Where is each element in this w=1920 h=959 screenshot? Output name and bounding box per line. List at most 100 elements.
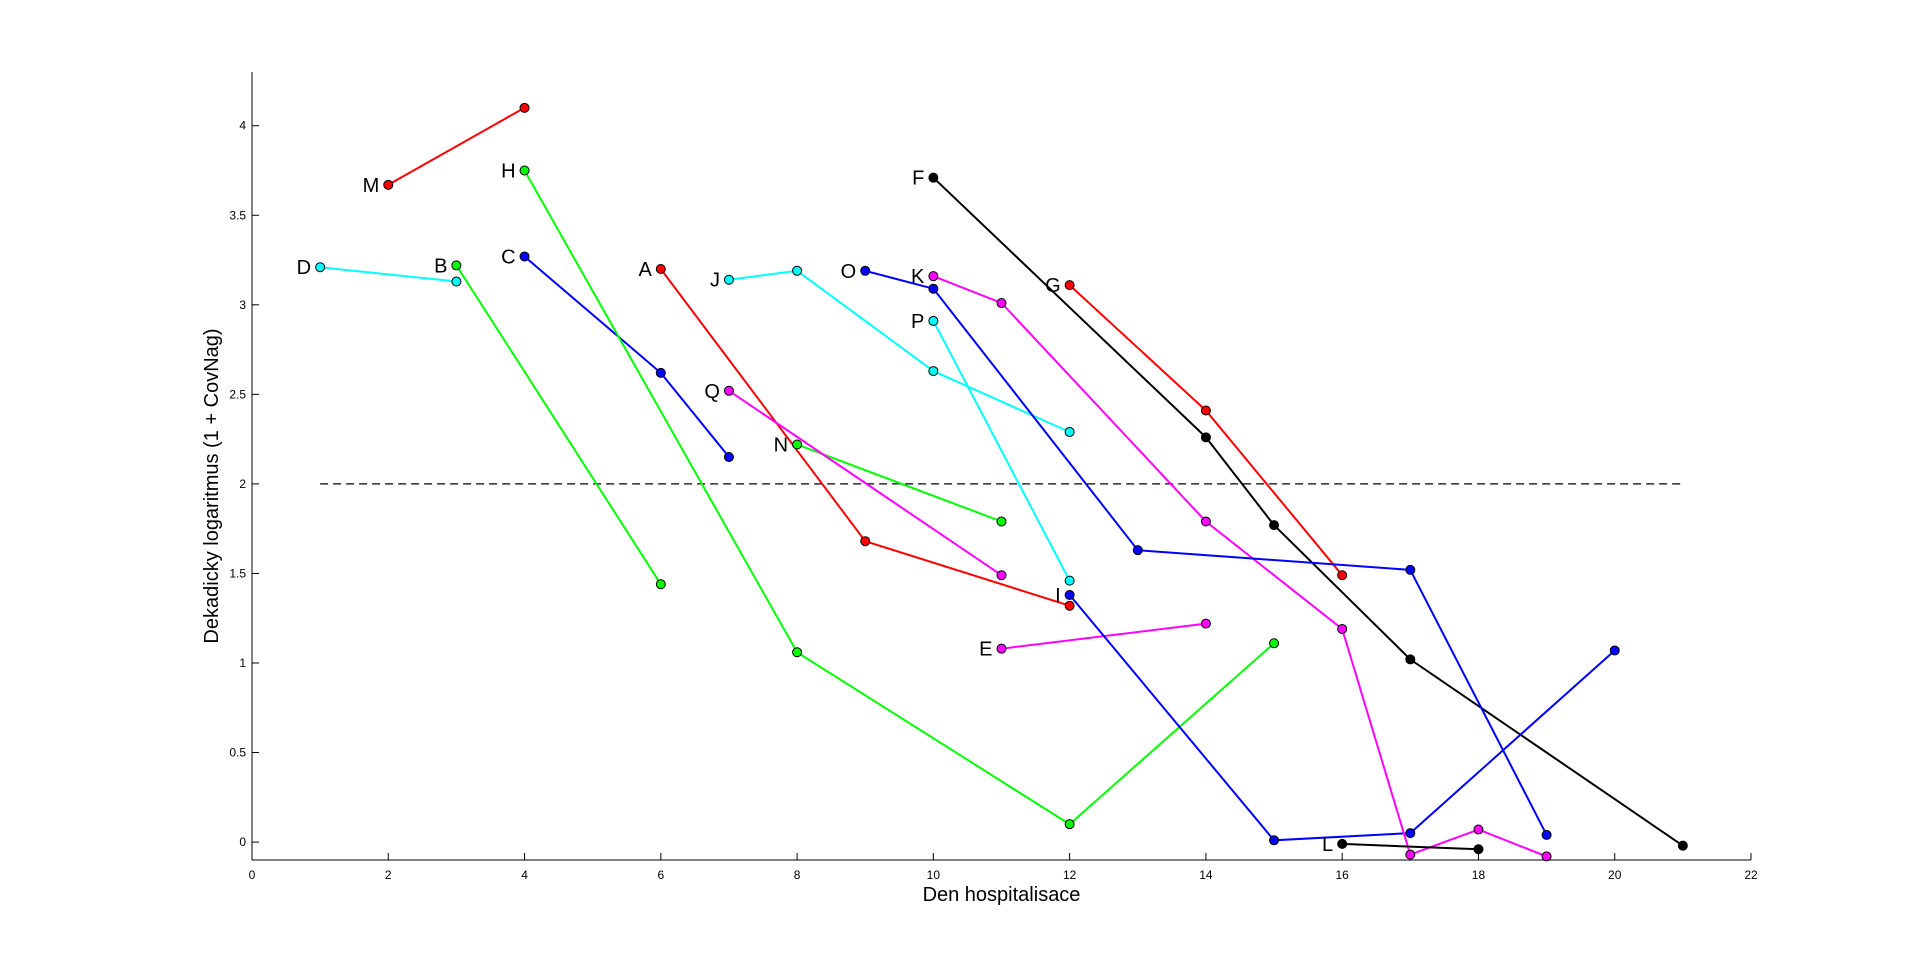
data-point xyxy=(1064,600,1075,611)
data-point xyxy=(315,262,326,273)
data-point xyxy=(1200,405,1211,416)
x-tick-label: 12 xyxy=(1063,868,1077,882)
series-c: C xyxy=(501,246,734,463)
series-line xyxy=(523,170,1275,826)
data-point xyxy=(1132,545,1143,556)
data-point xyxy=(792,265,803,276)
data-point xyxy=(928,283,939,294)
axes: 0 2 4 6 8 10 12 14 16 18 20 22 0 0.5 1 1.5 2 2.5 3 3.5 4 xyxy=(229,72,1758,882)
series-label: O xyxy=(841,261,857,283)
data-point xyxy=(1200,516,1211,527)
data-point xyxy=(1337,623,1348,634)
series-line xyxy=(1342,842,1479,851)
series-label: F xyxy=(912,168,924,190)
data-point xyxy=(996,516,1007,527)
x-axis-title: Den hospitalisace xyxy=(923,884,1081,906)
x-tick-label: 6 xyxy=(657,868,664,882)
x-tick-label: 4 xyxy=(521,868,528,882)
series-label: C xyxy=(501,246,515,268)
y-tick-label: 3.5 xyxy=(229,208,246,222)
data-point xyxy=(1269,520,1280,531)
x-tick-label: 8 xyxy=(794,868,801,882)
series-o: O xyxy=(841,261,1552,840)
data-point xyxy=(723,274,734,285)
data-point xyxy=(1200,618,1211,629)
series-f: F xyxy=(912,168,1688,851)
x-tick-label: 2 xyxy=(385,868,392,882)
series-m: M xyxy=(363,102,530,197)
y-tick-label: 1 xyxy=(239,656,246,670)
series-line xyxy=(796,443,1002,523)
data-point xyxy=(655,264,666,274)
series-label: E xyxy=(979,639,992,661)
series-label: H xyxy=(501,161,515,183)
series-b: B xyxy=(434,255,666,590)
data-point xyxy=(451,260,462,271)
data-point xyxy=(928,271,939,282)
data-point xyxy=(1269,835,1280,846)
data-point xyxy=(1200,432,1211,443)
data-point xyxy=(1405,828,1416,839)
data-point xyxy=(792,647,803,658)
data-point xyxy=(1269,638,1280,649)
data-point xyxy=(655,579,666,590)
series-j: J xyxy=(710,265,1075,437)
x-tick-label: 22 xyxy=(1744,868,1758,882)
series-q: Q xyxy=(704,381,1007,581)
data-point xyxy=(1677,840,1688,851)
x-tick-label: 20 xyxy=(1608,868,1622,882)
x-tick-label: 0 xyxy=(249,868,256,882)
data-point xyxy=(860,265,871,276)
data-point xyxy=(996,643,1007,654)
series-line xyxy=(728,389,1003,577)
data-point xyxy=(1473,824,1484,835)
data-point xyxy=(1337,570,1348,581)
series-g: G xyxy=(1045,275,1348,581)
data-point xyxy=(451,276,462,287)
data-point xyxy=(996,298,1007,309)
series-line xyxy=(1068,284,1343,576)
data-point xyxy=(1064,426,1075,437)
y-tick-label: 4 xyxy=(239,119,246,133)
data-point xyxy=(723,385,734,396)
x-tick-label: 16 xyxy=(1336,868,1350,882)
series-label: I xyxy=(1055,585,1061,607)
data-point xyxy=(1405,654,1416,665)
data-point xyxy=(996,570,1007,581)
y-tick-label: 0 xyxy=(239,835,246,849)
series-h: H xyxy=(501,161,1280,830)
x-tick-label: 10 xyxy=(927,868,941,882)
series-label: Q xyxy=(704,381,720,403)
series-line xyxy=(387,106,525,186)
series-line xyxy=(932,320,1071,582)
series-label: K xyxy=(911,266,925,288)
y-tick-label: 2 xyxy=(239,477,246,491)
data-point xyxy=(1405,564,1416,575)
data-point xyxy=(792,439,803,450)
data-point xyxy=(723,452,734,463)
series-label: N xyxy=(774,435,788,457)
y-axis-title: Dekadicky logaritmus (1 + CovNag) xyxy=(201,328,223,643)
series-label: P xyxy=(911,311,924,333)
series-line xyxy=(319,266,457,283)
data-point xyxy=(1541,851,1552,862)
data-point xyxy=(928,366,939,377)
series-line xyxy=(523,255,730,458)
series-label: G xyxy=(1045,275,1061,297)
y-tick-label: 2.5 xyxy=(229,387,246,401)
series-label: D xyxy=(297,257,311,279)
series-label: B xyxy=(434,255,447,277)
series-k: K xyxy=(911,266,1552,862)
data-point xyxy=(1064,589,1075,600)
series-label: M xyxy=(363,175,380,197)
x-tick-label: 14 xyxy=(1199,868,1213,882)
y-tick-label: 0.5 xyxy=(229,746,246,760)
y-tick-label: 1.5 xyxy=(229,566,246,580)
series-d: D xyxy=(297,257,462,287)
data-point xyxy=(519,165,530,176)
series-a: A xyxy=(638,259,1075,611)
data-point xyxy=(1064,280,1075,291)
data-point xyxy=(1064,575,1075,586)
data-point xyxy=(383,179,394,190)
